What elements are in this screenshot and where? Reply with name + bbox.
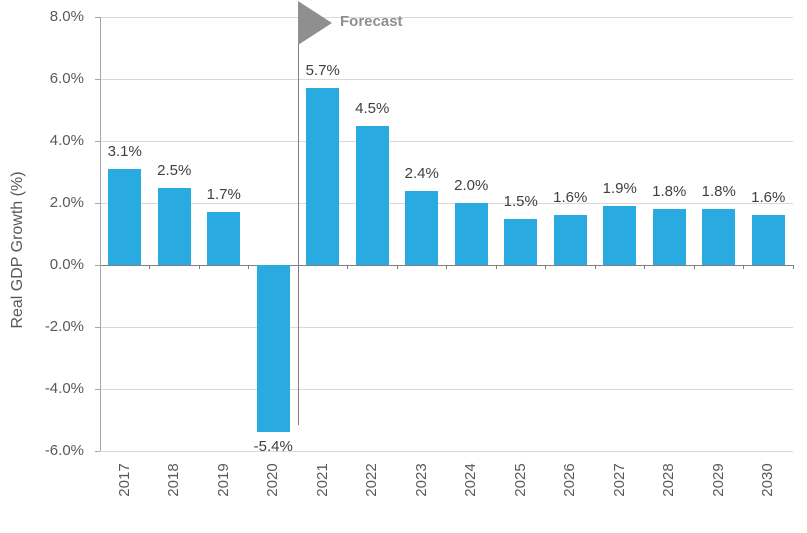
x-axis-year-label: 2018 [165, 463, 183, 497]
x-axis-tick-mark [446, 265, 447, 269]
bar-value-label: 4.5% [355, 99, 390, 117]
y-axis-tick-mark [95, 78, 100, 80]
y-axis-tick-mark [95, 326, 100, 328]
y-axis-line [99, 17, 101, 451]
bar-2029 [702, 209, 736, 265]
y-axis-tick-mark [95, 202, 100, 204]
x-axis-year-label: 2028 [660, 463, 678, 497]
x-axis-year-label: 2022 [363, 463, 381, 497]
x-axis-tick-mark [792, 265, 794, 269]
y-axis-tick-label: 6.0% [49, 70, 84, 87]
bar-value-label: 2.0% [454, 177, 489, 194]
x-axis-tick-mark [594, 265, 596, 269]
x-axis-tick-mark [743, 265, 744, 269]
gridline [100, 78, 793, 80]
bar-2030 [751, 215, 785, 265]
bar-value-label: 1.9% [602, 180, 637, 198]
x-axis-year-label: 2020 [264, 463, 282, 497]
x-axis-year-label: 2030 [759, 463, 777, 497]
bar-2021 [306, 88, 340, 265]
bar-value-label: 2.5% [157, 161, 192, 179]
bar-2028 [652, 209, 686, 265]
x-axis-year-label: 2025 [511, 463, 529, 497]
gridline [100, 16, 793, 18]
y-axis-tick-label: 8.0% [49, 8, 84, 25]
bar-2027 [603, 206, 637, 265]
bar-2025 [504, 218, 538, 265]
x-axis-tick-mark [198, 265, 200, 269]
x-axis-year-label: 2019 [214, 463, 232, 497]
y-axis-tick-mark [95, 16, 100, 18]
x-axis-tick-mark [693, 265, 695, 269]
bar-2017 [108, 168, 142, 265]
bar-2018 [157, 187, 191, 265]
y-axis-tick-label: -2.0% [44, 318, 84, 335]
bar-2019 [207, 212, 241, 265]
y-axis-tick-label: -4.0% [44, 380, 84, 397]
x-axis-tick-mark [396, 265, 398, 269]
y-axis-title: Real GDP Growth (%) [9, 171, 26, 329]
y-axis-tick-mark [95, 388, 100, 390]
x-axis-tick-mark [347, 265, 348, 269]
bar-2024 [454, 203, 488, 265]
forecast-divider-line [297, 6, 299, 425]
bar-2022 [355, 125, 389, 265]
bar-value-label: 2.4% [404, 164, 439, 182]
bar-value-label: 5.7% [305, 62, 340, 80]
gridline [100, 388, 793, 390]
x-axis-year-label: 2023 [412, 463, 430, 497]
forecast-label: Forecast [340, 13, 403, 30]
gridline [100, 140, 793, 142]
y-axis-tick-label: 0.0% [49, 256, 84, 273]
gridline [100, 202, 793, 204]
bar-2026 [553, 215, 587, 265]
x-axis-year-label: 2017 [115, 463, 133, 497]
x-axis-tick-mark [248, 265, 249, 269]
x-axis-tick-mark [545, 265, 546, 269]
forecast-arrow-icon [298, 1, 332, 45]
x-axis-tick-mark [644, 265, 645, 269]
y-axis-tick-label: 2.0% [49, 194, 84, 211]
x-axis-year-label: 2024 [462, 463, 480, 497]
x-axis-year-label: 2021 [313, 463, 331, 497]
x-axis-tick-mark [149, 265, 150, 269]
bar-value-label: 1.8% [701, 183, 736, 201]
bar-value-label: -5.4% [253, 438, 293, 456]
x-axis-year-label: 2029 [709, 463, 727, 497]
y-axis-tick-mark [95, 450, 100, 452]
x-axis-tick-mark [495, 265, 497, 269]
bar-value-label: 1.5% [503, 192, 538, 210]
gridline [100, 326, 793, 328]
x-axis-year-label: 2027 [610, 463, 628, 497]
y-axis-tick-label: 4.0% [49, 132, 84, 149]
bar-value-label: 1.6% [553, 189, 588, 207]
y-axis-tick-mark [95, 264, 100, 266]
bar-value-label: 1.6% [751, 189, 786, 207]
bar-value-label: 3.1% [107, 142, 142, 160]
bar-2020 [256, 265, 290, 433]
x-axis-year-label: 2026 [561, 463, 579, 497]
bar-value-label: 1.8% [652, 183, 687, 201]
bar-value-label: 1.7% [206, 186, 241, 204]
y-axis-tick-label: -6.0% [44, 442, 84, 459]
gridline [100, 450, 793, 452]
y-axis-tick-mark [95, 140, 100, 142]
bar-2023 [405, 190, 439, 265]
